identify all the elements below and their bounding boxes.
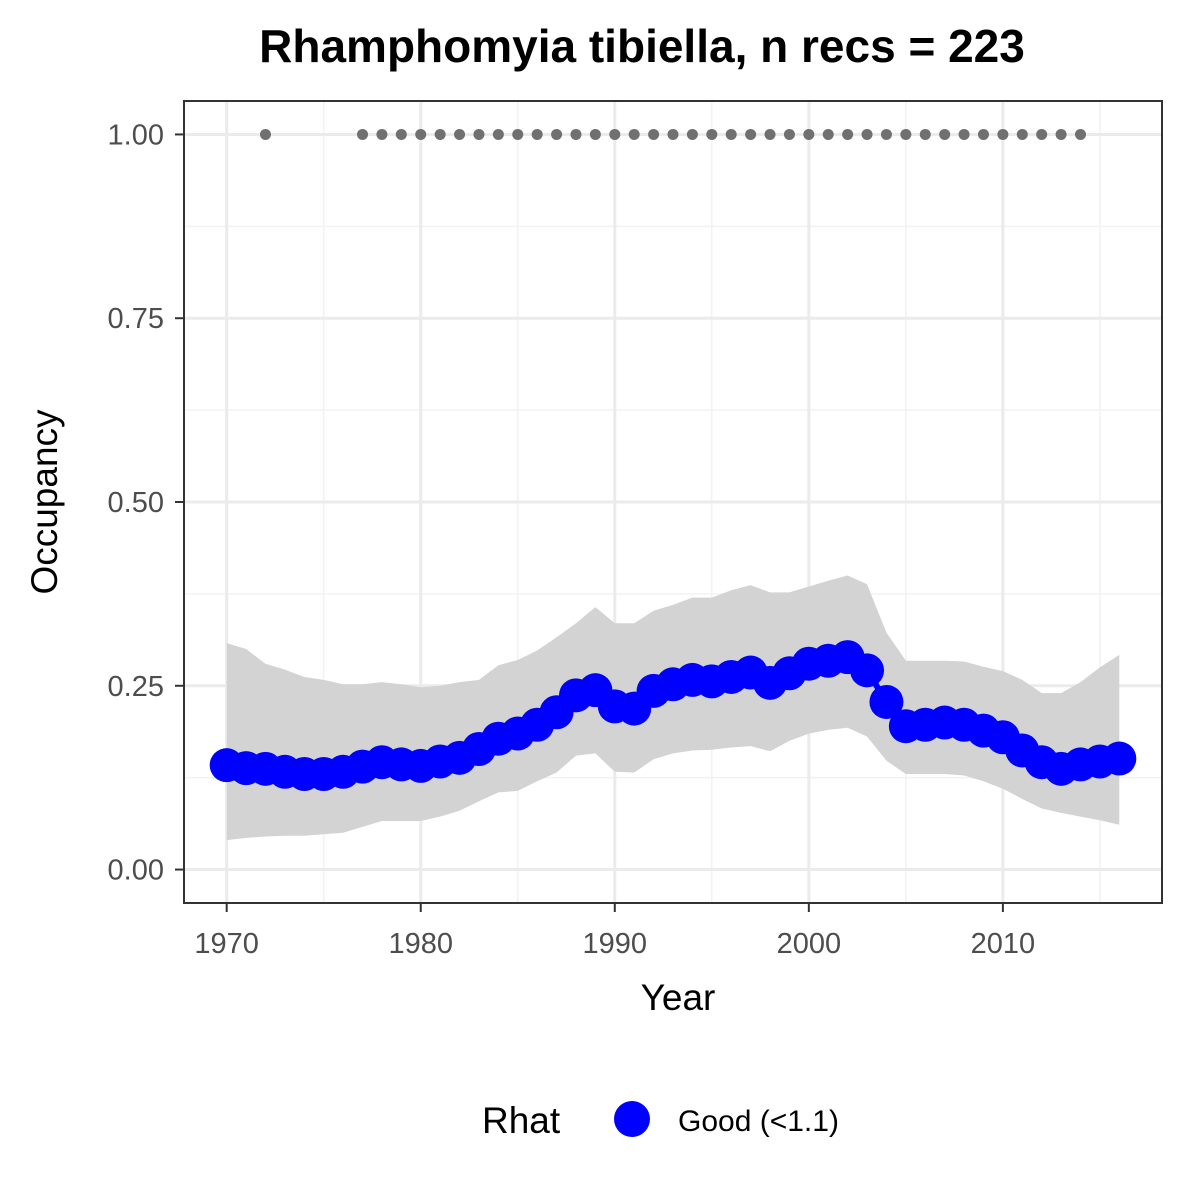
record-year-dot — [842, 128, 854, 140]
x-tick-label: 2010 — [971, 928, 1036, 960]
record-year-dot — [783, 128, 795, 140]
record-year-dot — [939, 128, 951, 140]
x-axis-ticks: 1970 1980 1990 2000 2010 — [194, 903, 1035, 960]
legend-key-good — [614, 1101, 650, 1137]
record-year-dot — [357, 128, 369, 140]
record-year-dot — [531, 128, 543, 140]
x-axis-label: Year — [641, 977, 716, 1018]
occupancy-points — [209, 640, 1137, 791]
legend-label-good: Good (<1.1) — [678, 1105, 839, 1138]
record-year-dot — [473, 128, 485, 140]
chart-title: Rhamphomyia tibiella, n recs = 223 — [259, 20, 1025, 72]
record-year-dot — [803, 128, 815, 140]
record-year-dot — [395, 128, 407, 140]
y-axis-label: Occupancy — [24, 409, 65, 595]
record-year-dot — [667, 128, 679, 140]
record-year-dot — [1016, 128, 1028, 140]
record-year-dot — [551, 128, 563, 140]
x-tick-label: 1990 — [583, 928, 648, 960]
y-tick-label: 1.00 — [108, 119, 164, 151]
record-year-dot — [454, 128, 466, 140]
occupancy-point — [1102, 741, 1137, 776]
record-year-dot — [376, 128, 388, 140]
record-year-dot — [958, 128, 970, 140]
record-year-dot — [628, 128, 640, 140]
record-year-markers — [260, 128, 1086, 140]
record-year-dot — [609, 128, 621, 140]
y-tick-label: 0.50 — [108, 487, 164, 519]
record-year-dot — [900, 128, 912, 140]
record-year-dot — [434, 128, 446, 140]
record-year-dot — [861, 128, 873, 140]
record-year-dot — [977, 128, 989, 140]
record-year-dot — [570, 128, 582, 140]
record-year-dot — [492, 128, 504, 140]
occupancy-point — [869, 684, 904, 719]
y-tick-label: 0.75 — [108, 303, 164, 335]
record-year-dot — [1036, 128, 1048, 140]
occupancy-point — [850, 653, 885, 688]
legend-title: Rhat — [482, 1100, 561, 1141]
record-year-dot — [919, 128, 931, 140]
record-year-dot — [648, 128, 660, 140]
x-tick-label: 2000 — [777, 928, 842, 960]
record-year-dot — [706, 128, 718, 140]
confidence-ribbon — [226, 575, 1120, 841]
record-year-dot — [512, 128, 524, 140]
y-tick-label: 0.00 — [108, 855, 164, 887]
record-year-dot — [589, 128, 601, 140]
record-year-dot — [415, 128, 427, 140]
record-year-dot — [1075, 128, 1086, 140]
record-year-dot — [997, 128, 1009, 140]
record-year-dot — [725, 128, 737, 140]
record-year-dot — [764, 128, 776, 140]
x-tick-label: 1970 — [194, 928, 259, 960]
legend: Rhat Good (<1.1) — [482, 1100, 839, 1141]
record-year-dot — [260, 128, 271, 140]
record-year-dot — [822, 128, 834, 140]
record-year-dot — [686, 128, 698, 140]
y-tick-label: 0.25 — [108, 671, 164, 703]
x-tick-label: 1980 — [388, 928, 453, 960]
record-year-dot — [1055, 128, 1067, 140]
y-axis-ticks: 0.00 0.25 0.50 0.75 1.00 — [108, 119, 184, 887]
record-year-dot — [880, 128, 892, 140]
record-year-dot — [745, 128, 757, 140]
